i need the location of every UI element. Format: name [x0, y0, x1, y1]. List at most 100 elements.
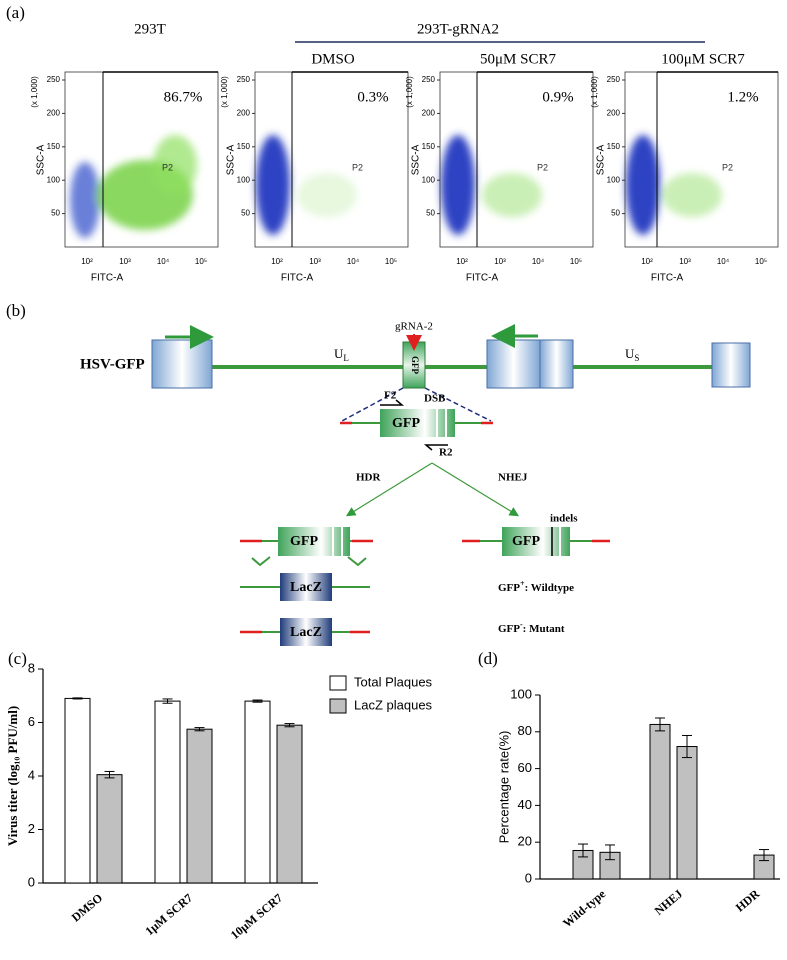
primer-arrow: [380, 399, 405, 406]
cloud: [441, 135, 475, 235]
x-tick-label: 10⁴: [347, 257, 360, 266]
y-tick-label: 50: [426, 209, 435, 218]
crossover: [347, 556, 367, 567]
y-tick-label: 4: [28, 767, 35, 782]
y-tick-label: 150: [422, 142, 436, 151]
gfp-label: GFP: [290, 534, 318, 549]
x-tick-label: 10²: [456, 257, 468, 266]
x-axis-label: FITC-A: [281, 273, 314, 284]
flow-plot: [64, 71, 219, 248]
y-tick-label: 100: [510, 686, 532, 701]
y-tick-label: 200: [47, 109, 61, 118]
y-scale-note: (x 1,000): [30, 76, 39, 108]
group-title: 293T-gRNA2: [417, 21, 499, 37]
x-tick-label: 10²: [81, 257, 93, 266]
x-tick-label: 10³: [494, 257, 506, 266]
x-tick-label: 10μM SCR7: [228, 891, 285, 942]
repeat-box: [151, 339, 213, 389]
bar: [96, 774, 123, 884]
flow-plot: [624, 71, 779, 248]
flow-plot: [439, 71, 594, 248]
error-bar: [284, 723, 295, 728]
cloud: [626, 135, 660, 235]
y-axis-label: SSC-A: [596, 144, 607, 175]
panel-label: (c): [8, 649, 27, 668]
lacz-box: [280, 573, 332, 601]
y-tick-label: 200: [422, 109, 436, 118]
y-tick-label: 100: [422, 175, 436, 184]
primer-label: R2: [439, 447, 453, 459]
y-tick-label: 150: [47, 142, 61, 151]
x-tick-label: 10⁵: [195, 257, 207, 266]
cloud: [297, 173, 357, 217]
x-axis-label: FITC-A: [651, 273, 684, 284]
panel-label: (a): [6, 3, 25, 22]
x-tick-label: 10³: [679, 257, 691, 266]
y-tick-label: 250: [47, 75, 61, 84]
y-axis-label: Percentage rate(%): [496, 731, 511, 844]
y-tick-label: 100: [237, 175, 251, 184]
flow-plots: 86.7% P2 50 100 150 200 250 10² 10³ 10⁴ 10⁵ FITC-A S…: [30, 51, 779, 284]
y-tick-label: 0: [525, 870, 532, 885]
y-axis-label: SSC-A: [36, 144, 47, 175]
error-bar: [759, 849, 769, 862]
x-tick-label: 10³: [309, 257, 321, 266]
bar: [244, 700, 271, 884]
zoom-line: [341, 387, 404, 422]
y-tick-label: 100: [47, 175, 61, 184]
y-tick-label: 250: [422, 75, 436, 84]
y-scale-note: (x 1,000): [220, 76, 229, 108]
error-bar: [104, 770, 115, 779]
y-axis-label: SSC-A: [411, 144, 422, 175]
event-cloud: [70, 135, 197, 238]
y-tick-label: 50: [241, 209, 250, 218]
region-label: US: [625, 346, 639, 363]
lacz-label: LacZ: [290, 580, 322, 595]
cloud: [256, 135, 290, 235]
bar: [676, 746, 698, 880]
y-tick-label: 200: [607, 109, 621, 118]
y-tick-label: 150: [607, 142, 621, 151]
lacz-label: LacZ: [290, 625, 322, 640]
bar: [649, 723, 671, 880]
zoom-line: [424, 387, 492, 422]
y-tick-label: 0: [28, 874, 35, 889]
y-tick-label: 40: [518, 797, 532, 812]
x-tick-label: 10⁵: [385, 257, 397, 266]
legend-swatch: [329, 675, 347, 691]
y-tick-label: 50: [51, 209, 60, 218]
legend-swatch: [329, 698, 347, 714]
repeat-box: [486, 339, 541, 389]
gfp-box: [278, 527, 350, 556]
event-cloud: [626, 135, 722, 235]
y-tick-label: 2: [28, 821, 35, 836]
cloud: [153, 135, 197, 195]
y-scale-note: (x 1,000): [405, 76, 414, 108]
path-arrow: [345, 462, 433, 517]
y-axis-label: Virus titer (log₁₀ PFU/ml): [5, 706, 20, 846]
x-tick-label: NHEJ: [652, 887, 686, 918]
gate-name: P2: [162, 162, 173, 172]
flow-plot: [254, 71, 409, 248]
diagram: (b) HSV-GFP UL GFP gRNA-2 US GFP F2 DSB …: [6, 301, 751, 646]
x-tick-label: HDR: [733, 886, 763, 914]
bar: [154, 700, 181, 884]
x-tick-label: 10⁴: [717, 257, 730, 266]
y-tick-label: 200: [237, 109, 251, 118]
gfp-label: GFP: [392, 416, 420, 431]
error-bar: [72, 697, 83, 700]
gate-percent: 0.9%: [542, 89, 573, 105]
panel-label: (d): [478, 649, 498, 668]
gate-name: P2: [537, 162, 548, 172]
legend-label: LacZ plaques: [354, 697, 433, 712]
gfp-label: GFP: [410, 356, 420, 374]
gate-percent: 1.2%: [727, 89, 758, 105]
x-tick-label: 10⁵: [755, 257, 767, 266]
cloud: [662, 173, 722, 217]
repeat-box: [539, 339, 574, 389]
bar-chart: (d) 0 20 40 60 80 100 Percentage rate(%) Wild-ty…: [478, 649, 780, 930]
x-axis-label: FITC-A: [466, 273, 499, 284]
repeat-box: [711, 342, 751, 388]
error-bar: [162, 698, 173, 704]
